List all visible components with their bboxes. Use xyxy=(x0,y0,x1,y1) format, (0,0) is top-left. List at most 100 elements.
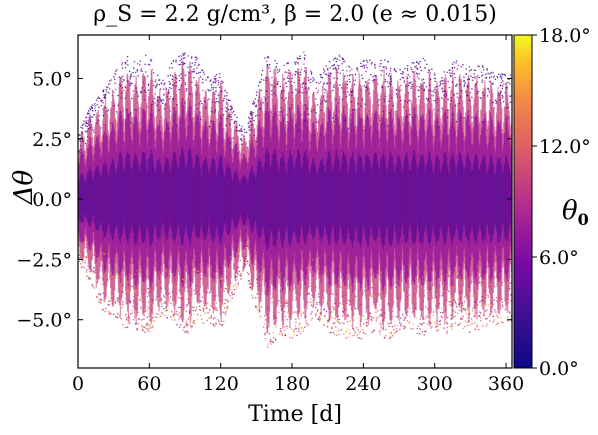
data-point xyxy=(330,327,333,329)
data-point xyxy=(255,104,258,107)
data-point xyxy=(135,322,138,325)
data-point xyxy=(126,326,129,328)
data-point xyxy=(395,93,398,95)
data-point xyxy=(449,300,452,303)
data-point xyxy=(379,329,382,331)
x-axis: 0 60 120 180 240 300 360 xyxy=(72,35,524,395)
data-point xyxy=(463,295,466,298)
data-point xyxy=(421,276,424,279)
data-point xyxy=(213,307,215,310)
data-point xyxy=(147,328,150,330)
data-point xyxy=(400,72,402,75)
data-point xyxy=(229,294,231,297)
data-point xyxy=(291,337,294,339)
data-point xyxy=(279,328,282,330)
data-point xyxy=(243,135,245,137)
data-point xyxy=(466,94,468,97)
data-point xyxy=(430,94,433,96)
data-point xyxy=(222,311,225,314)
data-point xyxy=(347,91,349,93)
data-point xyxy=(445,94,448,96)
data-point xyxy=(336,58,339,60)
data-point xyxy=(497,322,500,324)
data-point xyxy=(336,293,338,295)
data-point xyxy=(396,329,398,331)
data-point xyxy=(207,311,210,314)
data-point xyxy=(434,80,437,83)
data-point xyxy=(99,298,101,301)
x-tick-label: 60 xyxy=(137,373,161,395)
data-point xyxy=(230,289,232,291)
data-point xyxy=(295,321,297,324)
data-point xyxy=(279,271,282,273)
data-point xyxy=(408,307,411,309)
data-point xyxy=(101,308,104,311)
data-point xyxy=(353,108,355,111)
data-point xyxy=(135,269,138,272)
data-point xyxy=(277,311,280,313)
data-point xyxy=(279,330,282,333)
data-point xyxy=(171,84,174,86)
data-point xyxy=(256,285,259,288)
data-point xyxy=(444,318,447,320)
data-point xyxy=(196,306,198,308)
data-point xyxy=(446,332,448,334)
data-point xyxy=(451,297,454,300)
data-point xyxy=(373,329,375,331)
data-point xyxy=(485,303,487,305)
data-point xyxy=(152,300,154,302)
data-point xyxy=(313,79,315,81)
data-point xyxy=(463,305,465,307)
data-point xyxy=(350,73,352,76)
data-point xyxy=(264,319,267,321)
data-point xyxy=(495,311,497,313)
data-point xyxy=(481,81,483,83)
data-point xyxy=(264,332,266,335)
data-point xyxy=(228,256,231,258)
data-point xyxy=(86,125,89,128)
data-point xyxy=(467,313,469,316)
data-point xyxy=(181,68,184,71)
data-point xyxy=(468,305,470,308)
data-point xyxy=(310,78,312,80)
data-point xyxy=(386,80,389,83)
data-point xyxy=(442,287,445,290)
data-point xyxy=(375,320,377,322)
data-point xyxy=(146,106,149,108)
data-point xyxy=(155,313,158,315)
data-point xyxy=(314,263,317,265)
data-point xyxy=(364,81,367,83)
y-axis-label: Δθ xyxy=(9,169,39,205)
data-point xyxy=(186,325,188,327)
data-point xyxy=(359,316,362,319)
data-point xyxy=(285,71,288,74)
data-point xyxy=(397,324,399,327)
data-point xyxy=(302,82,305,85)
data-point xyxy=(151,324,153,326)
data-point xyxy=(308,113,310,115)
data-point xyxy=(384,78,386,81)
data-point xyxy=(81,253,83,256)
data-point xyxy=(434,87,436,89)
data-point xyxy=(159,98,161,100)
data-point xyxy=(224,302,226,305)
data-point xyxy=(367,288,370,290)
data-point xyxy=(86,136,89,138)
data-point xyxy=(145,323,148,326)
data-point xyxy=(298,317,300,320)
data-point xyxy=(90,138,92,140)
data-point xyxy=(193,76,195,79)
data-point xyxy=(418,95,420,98)
data-point xyxy=(256,309,258,311)
data-point xyxy=(319,320,321,322)
data-point xyxy=(437,98,439,100)
data-point xyxy=(242,266,244,269)
data-point xyxy=(246,146,249,149)
data-point xyxy=(137,95,140,97)
data-point xyxy=(220,90,223,93)
data-point xyxy=(245,258,247,260)
data-point xyxy=(263,96,265,98)
data-point xyxy=(136,283,139,286)
data-point xyxy=(383,98,385,100)
data-point xyxy=(378,98,380,101)
